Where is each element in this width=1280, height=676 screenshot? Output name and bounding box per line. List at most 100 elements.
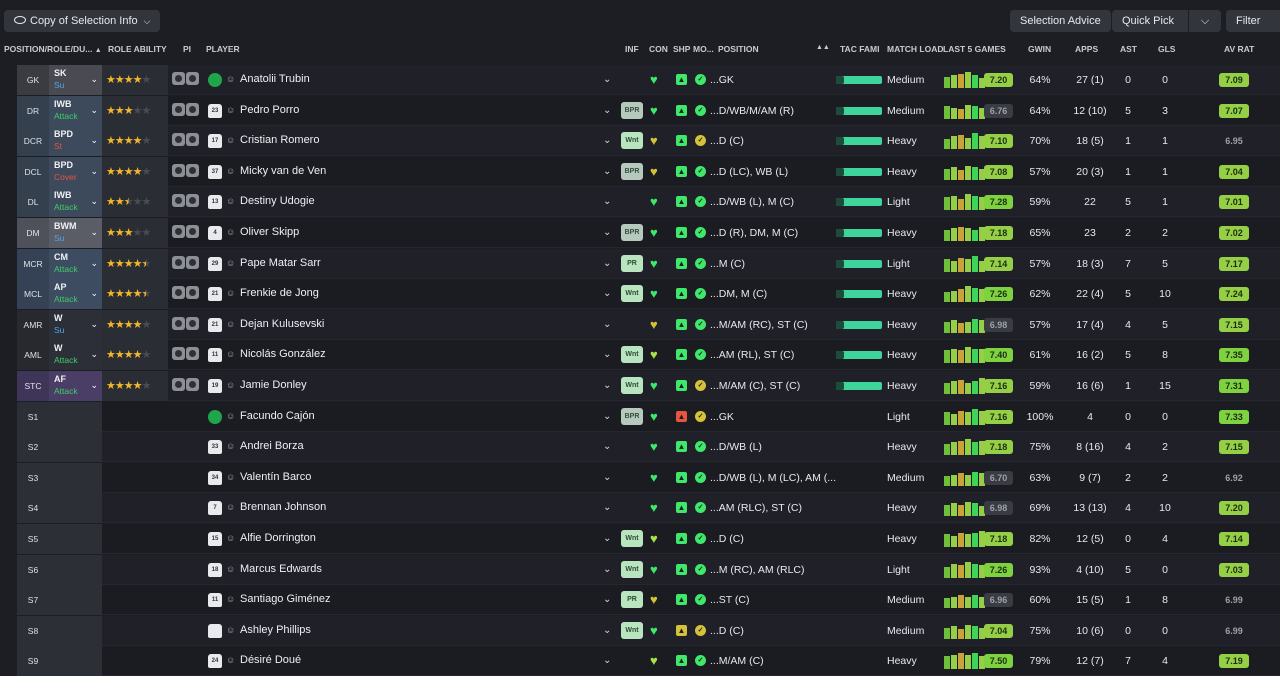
chevron-down-icon[interactable]: ⌄ — [603, 441, 612, 453]
col-role-ability[interactable]: ROLE ABILITY — [108, 44, 167, 54]
col-ast[interactable]: AST — [1120, 44, 1137, 54]
chevron-down-icon[interactable]: ⌄ — [603, 471, 612, 483]
position-slot[interactable]: S6 — [17, 554, 49, 585]
player-name[interactable]: Oliver Skipp — [240, 226, 300, 238]
chevron-down-icon[interactable]: ⌄ — [603, 318, 612, 330]
player-instructions-icon[interactable] — [172, 255, 200, 271]
chevron-down-icon[interactable]: ⌄ — [603, 563, 612, 575]
role-selector[interactable]: BPD Cover ⌄ — [49, 156, 102, 187]
position-slot[interactable]: MCL — [17, 279, 49, 310]
player-name[interactable]: Micky van de Ven — [240, 164, 327, 177]
col-position-role-duty[interactable]: POSITION/ROLE/DU... ▲ — [4, 44, 102, 54]
col-pi[interactable]: PI — [183, 44, 192, 54]
player-name[interactable]: Facundo Cajón — [240, 409, 315, 422]
chevron-down-icon[interactable]: ⌄ — [90, 74, 98, 84]
selection-advice-button[interactable]: Selection Advice — [1010, 10, 1111, 32]
chevron-down-icon[interactable]: ⌄ — [603, 288, 612, 300]
chevron-down-icon[interactable]: ⌄ — [90, 349, 98, 360]
position-slot[interactable]: S4 — [17, 493, 49, 524]
player-name[interactable]: Désiré Doué — [240, 654, 302, 667]
chevron-down-icon[interactable]: ⌄ — [603, 624, 612, 636]
role-selector[interactable]: BWM Su ⌄ — [49, 218, 102, 248]
player-instructions-icon[interactable] — [172, 378, 200, 393]
chevron-down-icon[interactable]: ⌄ — [90, 288, 98, 299]
col-tac-fami[interactable]: TAC FAMI — [840, 44, 880, 54]
filter-button[interactable]: Filter — [1226, 10, 1280, 32]
chevron-down-icon[interactable]: ⌄ — [90, 104, 98, 115]
player-name[interactable]: Santiago Giménez — [240, 593, 331, 606]
player-name[interactable]: Andrei Borza — [240, 440, 304, 453]
chevron-down-icon[interactable]: ⌄ — [603, 135, 612, 147]
col-match-load[interactable]: MATCH LOAD — [887, 44, 944, 54]
chevron-down-icon[interactable]: ⌄ — [603, 410, 612, 422]
role-selector[interactable]: AF Attack ⌄ — [49, 371, 102, 401]
chevron-down-icon[interactable]: ⌄ — [90, 257, 98, 268]
position-slot[interactable]: STC — [17, 371, 49, 401]
player-name[interactable]: Ashley Phillips — [240, 623, 311, 636]
position-slot[interactable]: GK — [17, 65, 49, 95]
player-name[interactable]: Jamie Donley — [240, 379, 307, 391]
col-av-rat[interactable]: AV RAT — [1224, 44, 1255, 54]
chevron-down-icon[interactable]: ⌄ — [603, 257, 612, 269]
col-inf[interactable]: INF — [625, 44, 639, 54]
role-selector[interactable]: W Su ⌄ — [49, 309, 102, 340]
position-slot[interactable]: DCL — [17, 156, 49, 187]
player-name[interactable]: Frenkie de Jong — [240, 287, 319, 300]
chevron-down-icon[interactable]: ⌄ — [603, 227, 612, 238]
position-slot[interactable]: AMR — [17, 309, 49, 340]
chevron-down-icon[interactable]: ⌄ — [603, 74, 612, 85]
position-slot[interactable]: S8 — [17, 615, 49, 646]
player-instructions-icon[interactable] — [172, 316, 200, 332]
position-slot[interactable]: S5 — [17, 524, 49, 554]
player-instructions-icon[interactable] — [172, 72, 200, 87]
player-instructions-icon[interactable] — [172, 286, 200, 301]
role-selector[interactable]: IWB Attack ⌄ — [49, 95, 102, 126]
chevron-down-icon[interactable]: ⌄ — [90, 227, 98, 237]
col-gls[interactable]: GLS — [1158, 44, 1176, 54]
role-selector[interactable]: IWB Attack ⌄ — [49, 187, 102, 218]
player-name[interactable]: Marcus Edwards — [240, 562, 322, 575]
col-last5[interactable]: LAST 5 GAMES — [943, 44, 1006, 54]
player-instructions-icon[interactable] — [172, 102, 200, 118]
chevron-down-icon[interactable]: ⌄ — [603, 502, 612, 514]
chevron-down-icon[interactable]: ⌄ — [603, 655, 612, 667]
position-slot[interactable]: S9 — [17, 646, 49, 676]
col-shp[interactable]: SHP — [673, 44, 691, 54]
position-slot[interactable]: DR — [17, 95, 49, 126]
player-name[interactable]: Cristian Romero — [240, 134, 320, 147]
chevron-down-icon[interactable]: ⌄ — [603, 533, 612, 544]
chevron-down-icon[interactable]: ⌄ — [603, 196, 612, 208]
player-name[interactable]: Pedro Porro — [240, 103, 300, 116]
sort-arrows-icon[interactable]: ▲▲ — [816, 44, 830, 51]
quick-pick-button[interactable]: Quick Pick — [1112, 10, 1188, 32]
player-name[interactable]: Anatolii Trubin — [240, 73, 310, 85]
chevron-down-icon[interactable]: ⌄ — [603, 594, 612, 606]
position-slot[interactable]: S2 — [17, 432, 49, 463]
chevron-down-icon[interactable]: ⌄ — [90, 135, 98, 146]
col-apps[interactable]: APPS — [1075, 44, 1099, 54]
role-selector[interactable]: CM Attack ⌄ — [49, 248, 102, 279]
position-slot[interactable]: MCR — [17, 248, 49, 279]
chevron-down-icon[interactable]: ⌄ — [90, 318, 98, 329]
player-name[interactable]: Nicolás González — [240, 348, 326, 361]
player-name[interactable]: Brennan Johnson — [240, 501, 327, 514]
role-selector[interactable]: AP Attack ⌄ — [49, 279, 102, 310]
player-name[interactable]: Alfie Dorrington — [240, 532, 316, 544]
chevron-down-icon[interactable]: ⌄ — [603, 380, 612, 391]
position-slot[interactable]: S7 — [17, 585, 49, 616]
col-player[interactable]: PLAYER — [206, 44, 240, 54]
role-selector[interactable]: W Attack ⌄ — [49, 340, 102, 371]
col-position[interactable]: POSITION — [718, 44, 759, 54]
col-mo[interactable]: MO... — [693, 44, 714, 54]
selection-info-dropdown[interactable]: Copy of Selection Info ⌵ — [4, 10, 161, 32]
role-selector[interactable]: SK Su ⌄ — [49, 65, 102, 95]
role-selector[interactable]: BPD St ⌄ — [49, 126, 102, 157]
position-slot[interactable]: DL — [17, 187, 49, 218]
chevron-down-icon[interactable]: ⌄ — [603, 165, 612, 177]
chevron-down-icon[interactable]: ⌄ — [603, 349, 612, 361]
position-slot[interactable]: DM — [17, 218, 49, 248]
player-instructions-icon[interactable] — [172, 163, 200, 179]
player-name[interactable]: Dejan Kulusevski — [240, 317, 325, 330]
position-slot[interactable]: DCR — [17, 126, 49, 157]
player-name[interactable]: Valentín Barco — [240, 470, 312, 483]
